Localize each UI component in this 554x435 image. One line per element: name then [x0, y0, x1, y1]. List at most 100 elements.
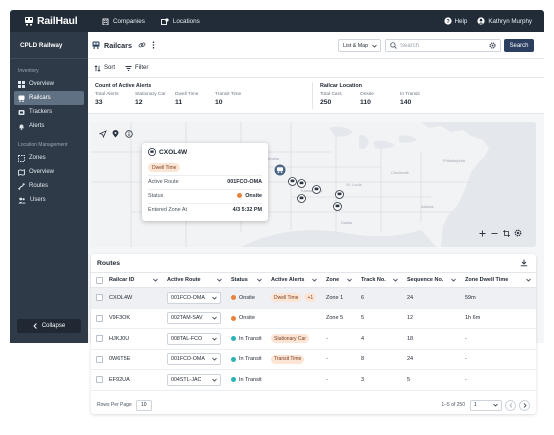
column-header-sequence-no[interactable]: Sequence No. — [403, 272, 461, 288]
cell-railcar-id: CXOL4W — [105, 287, 163, 309]
select-all-checkbox[interactable] — [96, 276, 103, 284]
collapse-button[interactable]: Collapse — [17, 319, 81, 333]
row-checkbox[interactable] — [96, 376, 103, 384]
nav-locations-label: Locations — [172, 17, 200, 25]
column-header-zone-dwell-time[interactable]: Zone Dwell Time — [461, 272, 536, 288]
map-marker[interactable] — [333, 202, 342, 211]
sidebar-item-alerts[interactable]: Alerts — [14, 119, 84, 133]
railcars-table: Railcar ID Active Route Status Active Al… — [91, 272, 536, 391]
column-header-track-no[interactable]: Track No. — [357, 272, 403, 288]
map-settings-icon[interactable] — [512, 227, 524, 239]
sidebar-item-railcars[interactable]: Railcars — [14, 91, 84, 105]
table-row[interactable]: EF92UA 004STL-JAC In Transit - 3 5 - — [91, 369, 536, 391]
map-marker[interactable] — [288, 177, 297, 186]
rows-per-page-input[interactable]: 10 — [135, 399, 152, 411]
row-checkbox[interactable] — [96, 314, 103, 322]
sidebar-item-trackers[interactable]: Trackers — [14, 105, 84, 119]
cell-track: 6 — [357, 287, 403, 309]
stat-stationary-car: Stationary Car 12 — [135, 92, 175, 106]
search-input[interactable] — [400, 42, 484, 49]
map-marker[interactable] — [312, 185, 321, 194]
sidebar-item-zones[interactable]: Zones — [14, 151, 84, 165]
route-select[interactable]: 002TAM-SAV — [167, 312, 221, 325]
search-button[interactable]: Search — [504, 39, 534, 52]
crop-icon[interactable] — [500, 227, 512, 239]
map-marker[interactable] — [335, 190, 344, 199]
row-checkbox[interactable] — [96, 355, 103, 363]
cell-railcar-id: EF92UA — [105, 369, 163, 391]
map-marker[interactable] — [297, 194, 306, 203]
route-select[interactable]: 001FCO-OMA — [167, 353, 221, 366]
svg-text:Kansas City: Kansas City — [301, 188, 322, 193]
view-mode-select[interactable]: List & Map — [338, 39, 381, 52]
alert-more-badge[interactable]: +1 — [304, 293, 317, 303]
stat-dwell-time: Dwell Time 11 — [175, 92, 215, 106]
popup-value: 001FCO-OMA — [227, 178, 262, 185]
nav-locations[interactable]: Locations — [160, 17, 200, 25]
column-header-zone[interactable]: Zone — [322, 272, 357, 288]
chevron-down-icon — [212, 378, 217, 382]
column-label: Railcar ID — [109, 277, 135, 283]
sidebar-item-routes[interactable]: Routes — [14, 179, 84, 193]
user-avatar-icon — [477, 17, 485, 25]
sidebar-item-label: Trackers — [29, 109, 53, 115]
next-page-button[interactable] — [519, 399, 530, 411]
brand-name: RailHaul — [37, 15, 78, 27]
sidebar-item-users[interactable]: Users — [14, 193, 84, 207]
table-row[interactable]: HJKJ0U 008TAL-FCO In Transit Stationary … — [91, 328, 536, 350]
cell-railcar-id: HJKJ0U — [105, 328, 163, 350]
table-row[interactable]: CXOL4W 001FCO-OMA Onsite Dwell Time +1 Zo… — [91, 287, 536, 309]
route-select[interactable]: 004STL-JAC — [167, 373, 221, 386]
row-checkbox[interactable] — [96, 335, 103, 343]
map-marker-active[interactable] — [274, 164, 286, 176]
link-icon[interactable] — [138, 41, 146, 49]
user-menu[interactable]: Kathryn Murphy — [477, 17, 532, 25]
column-header-railcar-id[interactable]: Railcar ID — [105, 272, 163, 288]
svg-text:Atlanta: Atlanta — [421, 204, 434, 209]
sort-icon — [94, 64, 101, 72]
more-vertical-icon[interactable] — [152, 41, 155, 49]
chevron-down-icon — [526, 278, 531, 282]
org-name: CPLD Railway — [10, 32, 88, 59]
table-header-row: Railcar ID Active Route Status Active Al… — [91, 272, 536, 288]
column-header-active-alerts[interactable]: Active Alerts — [267, 272, 322, 288]
sidebar-item-label: Overview — [29, 169, 55, 175]
sidebar-item-label: Alerts — [29, 123, 45, 129]
route-select[interactable]: 008TAL-FCO — [167, 332, 221, 345]
info-icon[interactable] — [123, 128, 134, 139]
column-header-active-route[interactable]: Active Route — [163, 272, 227, 288]
popup-alert-tag: Dwell Time — [148, 163, 181, 172]
gear-icon[interactable] — [489, 42, 496, 49]
nav-companies[interactable]: Companies — [102, 18, 145, 25]
building-icon — [102, 18, 109, 25]
logo[interactable]: RailHaul — [24, 15, 86, 27]
cell-zone: - — [322, 369, 357, 391]
map-marker[interactable] — [297, 179, 306, 188]
zoom-in-icon[interactable] — [476, 227, 488, 239]
stat-label: Onsite — [360, 92, 374, 97]
page-select[interactable]: 1 — [470, 399, 502, 411]
table-row[interactable]: V9F3OK 002TAM-SAV Onsite Zone 5 5 12 1h … — [91, 308, 536, 329]
row-checkbox[interactable] — [96, 294, 103, 302]
table-row[interactable]: 0W6T5E 001FCO-OMA In Transit Transit Tim… — [91, 349, 536, 370]
chevron-down-icon — [347, 278, 352, 282]
pin-icon[interactable] — [110, 128, 121, 139]
search-box — [385, 39, 501, 52]
column-label: Status — [231, 277, 248, 283]
zoom-out-icon[interactable] — [488, 227, 500, 239]
column-header-status[interactable]: Status — [227, 272, 267, 288]
chevron-down-icon — [212, 357, 217, 361]
filter-button[interactable]: Filter — [125, 65, 148, 72]
sidebar-item-location-overview[interactable]: Overview — [14, 165, 84, 179]
stat-label: Transit Time — [215, 92, 242, 97]
search-icon — [390, 42, 397, 49]
route-select[interactable]: 001FCO-OMA — [167, 291, 221, 304]
help-link[interactable]: ? Help — [443, 17, 467, 25]
sort-button[interactable]: Sort — [94, 64, 115, 72]
download-icon[interactable] — [520, 259, 528, 267]
navigate-icon[interactable] — [97, 128, 108, 139]
cell-status: Onsite — [239, 294, 255, 301]
sidebar-item-overview[interactable]: Overview — [14, 77, 84, 91]
prev-page-button[interactable] — [505, 399, 516, 411]
chevron-down-icon — [212, 337, 217, 341]
